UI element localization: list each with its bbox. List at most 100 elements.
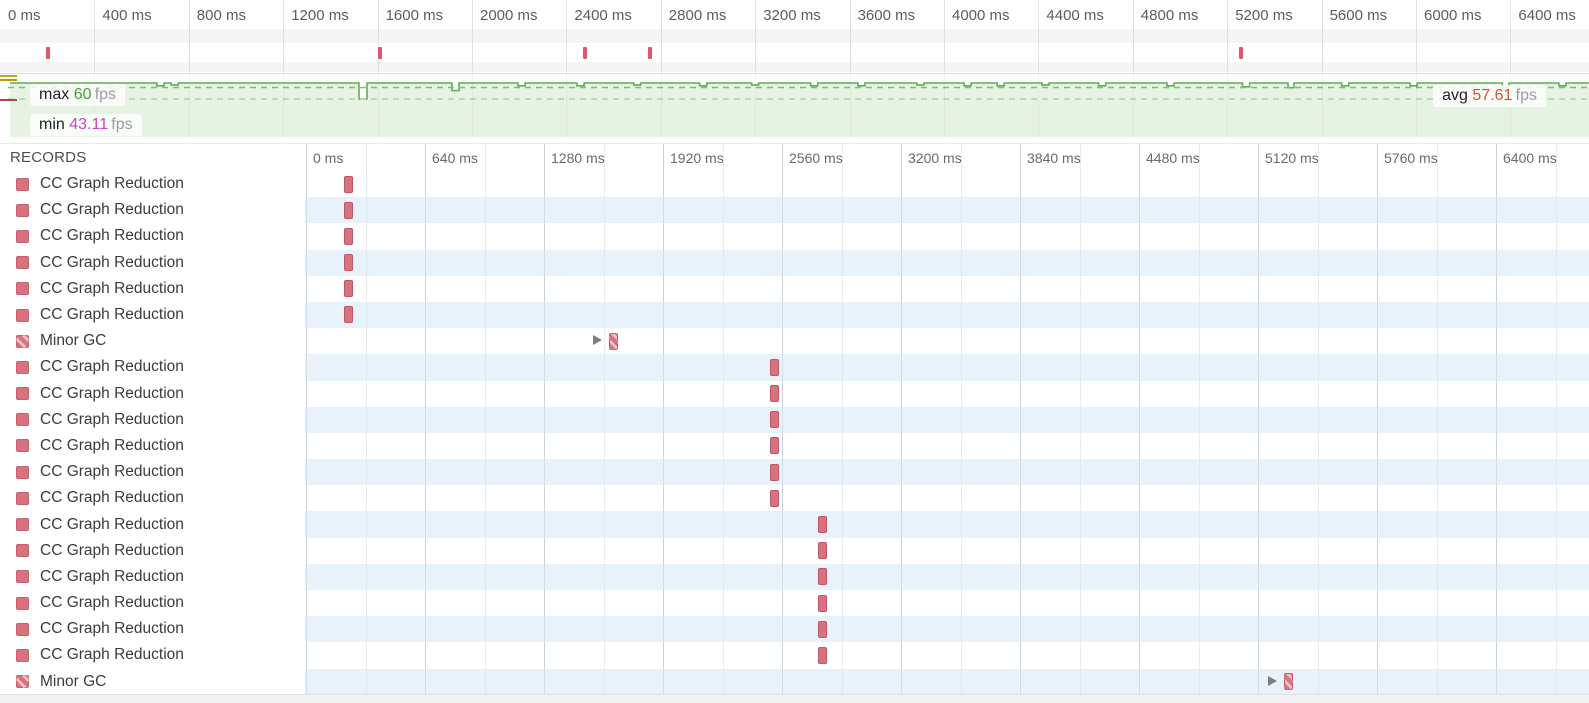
- horizontal-scrollbar-track[interactable]: [0, 694, 1589, 703]
- timeline-marker[interactable]: [818, 594, 828, 612]
- waterfall-ruler-label: 4480 ms: [1146, 150, 1200, 166]
- waterfall-row[interactable]: [305, 668, 1589, 695]
- waterfall-row[interactable]: [305, 642, 1589, 668]
- overview-gc-marker[interactable]: [46, 47, 51, 59]
- framerate-gridline: [1038, 74, 1040, 138]
- record-row[interactable]: CC Graph Reduction: [0, 642, 305, 668]
- timeline-marker[interactable]: [818, 515, 828, 533]
- record-row[interactable]: CC Graph Reduction: [0, 381, 305, 407]
- overview-ruler-label: 800 ms: [196, 7, 246, 24]
- waterfall-ruler-label: 1920 ms: [670, 150, 724, 166]
- timeline-marker[interactable]: [344, 280, 354, 298]
- record-row[interactable]: CC Graph Reduction: [0, 302, 305, 328]
- expand-arrow-icon[interactable]: [593, 335, 603, 346]
- waterfall-row[interactable]: [305, 459, 1589, 486]
- waterfall-row[interactable]: [305, 301, 1589, 329]
- timeline-overview[interactable]: 0 ms 400 ms 800 ms 1200 ms 1600 ms 2000 ms 240…: [0, 0, 1589, 74]
- waterfall-row[interactable]: [305, 406, 1589, 433]
- record-row[interactable]: CC Graph Reduction: [0, 511, 305, 537]
- timeline-marker[interactable]: [769, 385, 779, 402]
- record-row[interactable]: CC Graph Reduction: [0, 354, 305, 380]
- record-row[interactable]: CC Graph Reduction: [0, 564, 305, 590]
- waterfall-row[interactable]: [305, 328, 1589, 354]
- record-label: CC Graph Reduction: [40, 489, 184, 507]
- timeline-marker[interactable]: [769, 358, 779, 376]
- record-label: CC Graph Reduction: [40, 384, 184, 402]
- waterfall-row[interactable]: [305, 511, 1589, 538]
- record-row[interactable]: CC Graph Reduction: [0, 485, 305, 511]
- record-label: CC Graph Reduction: [40, 541, 184, 559]
- record-label: Minor GC: [40, 332, 107, 350]
- waterfall-row[interactable]: [305, 223, 1589, 249]
- overview-gridline: [472, 0, 473, 73]
- waterfall-row[interactable]: [305, 381, 1589, 407]
- waterfall-row[interactable]: [305, 197, 1589, 224]
- record-label: CC Graph Reduction: [40, 620, 184, 638]
- waterfall-row[interactable]: [305, 563, 1589, 590]
- waterfall-row[interactable]: [305, 249, 1589, 276]
- timeline-marker[interactable]: [344, 227, 354, 245]
- overview-gridline: [1038, 0, 1040, 73]
- waterfall-rows: [305, 171, 1589, 695]
- record-row[interactable]: CC Graph Reduction: [0, 538, 305, 564]
- record-row[interactable]: Minor GC: [0, 328, 305, 354]
- timeline-marker[interactable]: [818, 568, 828, 586]
- timeline-marker[interactable]: [344, 254, 354, 272]
- waterfall-row[interactable]: [305, 171, 1589, 197]
- record-row[interactable]: Minor GC: [0, 669, 305, 695]
- record-row[interactable]: CC Graph Reduction: [0, 459, 305, 485]
- record-row[interactable]: CC Graph Reduction: [0, 223, 305, 249]
- timeline-marker[interactable]: [769, 463, 779, 481]
- min-fps-tick: [0, 98, 17, 101]
- cc-graph-reduction-icon: [16, 439, 29, 453]
- cc-graph-reduction-icon: [16, 177, 29, 191]
- framerate-line-chart: [8, 82, 1589, 137]
- record-row[interactable]: CC Graph Reduction: [0, 171, 305, 197]
- overview-gc-marker[interactable]: [377, 47, 382, 59]
- record-row[interactable]: CC Graph Reduction: [0, 433, 305, 459]
- timeline-marker[interactable]: [818, 646, 828, 664]
- record-row[interactable]: CC Graph Reduction: [0, 276, 305, 302]
- timeline-marker[interactable]: [769, 411, 779, 429]
- timeline-marker[interactable]: [344, 201, 354, 219]
- record-row[interactable]: CC Graph Reduction: [0, 616, 305, 642]
- waterfall-row[interactable]: [305, 433, 1589, 459]
- overview-band: [0, 29, 1589, 43]
- waterfall-row[interactable]: [305, 538, 1589, 564]
- record-label: CC Graph Reduction: [40, 594, 184, 612]
- overview-ruler-label: 5600 ms: [1329, 7, 1388, 24]
- cc-graph-reduction-icon: [16, 308, 29, 322]
- framerate-graph[interactable]: max 60 fps min 43.11 fps avg 57.61 fps: [0, 74, 1589, 142]
- cc-graph-reduction-icon: [16, 491, 29, 505]
- timeline-marker[interactable]: [609, 332, 619, 350]
- avg-fps-label: avg 57.61 fps: [1433, 85, 1546, 107]
- waterfall-ruler-label: 5760 ms: [1384, 150, 1438, 166]
- cc-graph-reduction-icon: [16, 203, 29, 217]
- overview-gc-marker[interactable]: [583, 47, 588, 59]
- expand-arrow-icon[interactable]: [1268, 675, 1278, 686]
- timeline-marker[interactable]: [344, 306, 354, 324]
- waterfall-row[interactable]: [305, 354, 1589, 381]
- timeline-marker[interactable]: [769, 489, 779, 507]
- cc-graph-reduction-icon: [16, 570, 29, 584]
- waterfall-row[interactable]: [305, 485, 1589, 511]
- timeline-marker[interactable]: [769, 437, 779, 455]
- record-label: CC Graph Reduction: [40, 227, 184, 245]
- waterfall-row[interactable]: [305, 590, 1589, 616]
- overview-gc-marker[interactable]: [1239, 47, 1244, 59]
- timeline-marker[interactable]: [1284, 673, 1294, 691]
- overview-gc-marker[interactable]: [648, 47, 653, 59]
- record-row[interactable]: CC Graph Reduction: [0, 250, 305, 276]
- timeline-marker[interactable]: [344, 175, 354, 193]
- waterfall-row[interactable]: [305, 276, 1589, 302]
- waterfall-row[interactable]: [305, 616, 1589, 643]
- record-row[interactable]: CC Graph Reduction: [0, 407, 305, 433]
- framerate-gridline: [1227, 74, 1229, 138]
- record-row[interactable]: CC Graph Reduction: [0, 590, 305, 616]
- record-row[interactable]: CC Graph Reduction: [0, 197, 305, 223]
- timeline-marker[interactable]: [818, 620, 828, 638]
- record-label: CC Graph Reduction: [40, 358, 184, 376]
- timeline-marker[interactable]: [818, 542, 828, 560]
- min-fps-label: min 43.11 fps: [30, 114, 142, 136]
- cc-graph-reduction-icon: [16, 648, 29, 662]
